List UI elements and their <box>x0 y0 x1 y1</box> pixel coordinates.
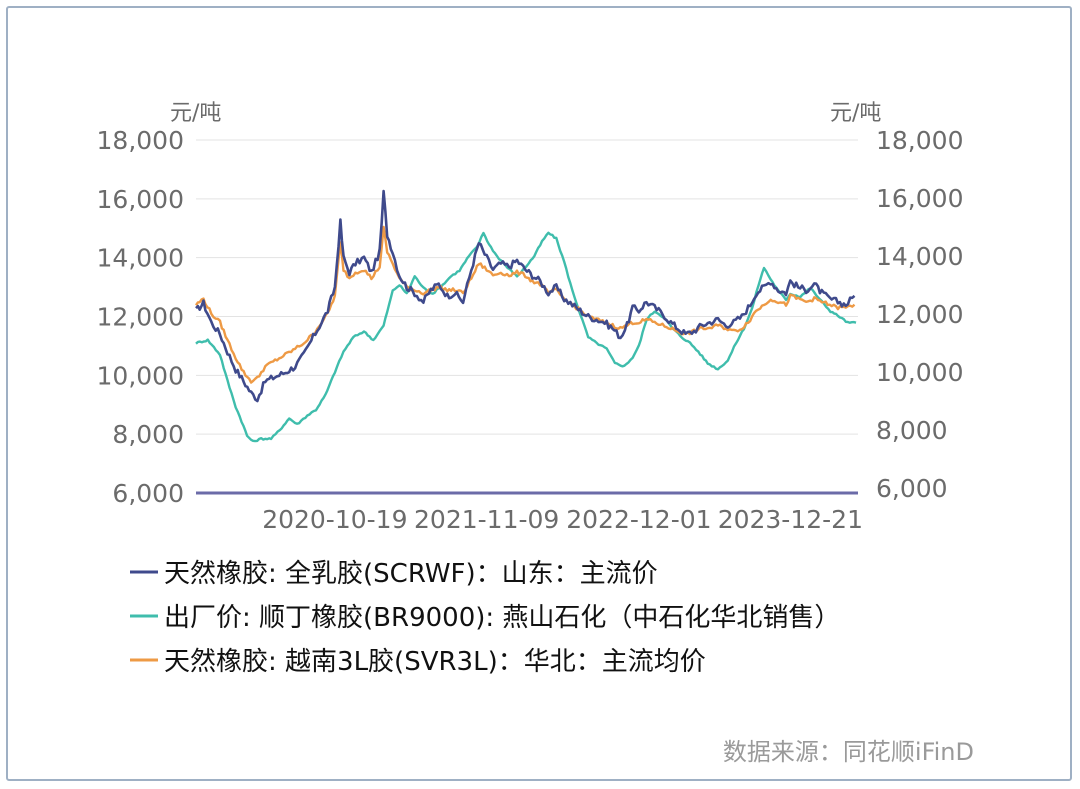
left-tick-label: 8,000 <box>112 420 184 449</box>
left-tick-label: 10,000 <box>97 361 184 390</box>
legend-label-svr3l: 天然橡胶: 越南3L胶(SVR3L)：华北：主流均价 <box>164 647 706 677</box>
grid-lines <box>196 139 858 495</box>
x-tick-label: 2023-12-21 <box>718 505 863 534</box>
right-tick-label: 10,000 <box>876 358 963 387</box>
legend: 天然橡胶: 全乳胶(SCRWF)：山东：主流价 出厂价: 顺丁橡胶(BR9000… <box>130 559 840 677</box>
x-tick-label: 2022-12-01 <box>566 505 711 534</box>
x-axis: 2020-10-19 2021-11-09 2022-12-01 2023-12-21 <box>262 505 863 534</box>
right-tick-label: 6,000 <box>876 474 948 503</box>
left-tick-label: 14,000 <box>97 244 184 273</box>
legend-label-scrwf: 天然橡胶: 全乳胶(SCRWF)：山东：主流价 <box>164 559 658 589</box>
right-tick-label: 12,000 <box>876 300 963 329</box>
x-tick-label: 2020-10-19 <box>262 505 407 534</box>
left-axis: 6,000 8,000 10,000 12,000 14,000 16,000 18,000 <box>97 126 184 508</box>
series-line-2 <box>195 225 856 384</box>
series-line-1 <box>195 231 857 443</box>
right-tick-label: 14,000 <box>876 242 963 271</box>
data-source: 数据来源：同花顺iFinD <box>723 738 974 766</box>
left-axis-unit: 元/吨 <box>170 101 221 126</box>
right-tick-label: 8,000 <box>876 416 948 445</box>
left-tick-label: 18,000 <box>97 126 184 155</box>
legend-label-br9000: 出厂价: 顺丁橡胶(BR9000): 燕山石化（中石化华北销售） <box>164 603 840 633</box>
x-tick-label: 2021-11-09 <box>414 505 559 534</box>
left-tick-label: 6,000 <box>112 479 184 508</box>
chart-frame <box>6 6 1072 781</box>
series-group <box>195 189 857 443</box>
right-axis-unit: 元/吨 <box>830 101 881 126</box>
left-tick-label: 12,000 <box>97 303 184 332</box>
left-tick-label: 16,000 <box>97 185 184 214</box>
right-tick-label: 18,000 <box>876 126 963 155</box>
series-line-0 <box>195 189 856 403</box>
right-axis: 6,000 8,000 10,000 12,000 14,000 16,000 18,000 <box>876 126 963 503</box>
right-tick-label: 16,000 <box>876 184 963 213</box>
